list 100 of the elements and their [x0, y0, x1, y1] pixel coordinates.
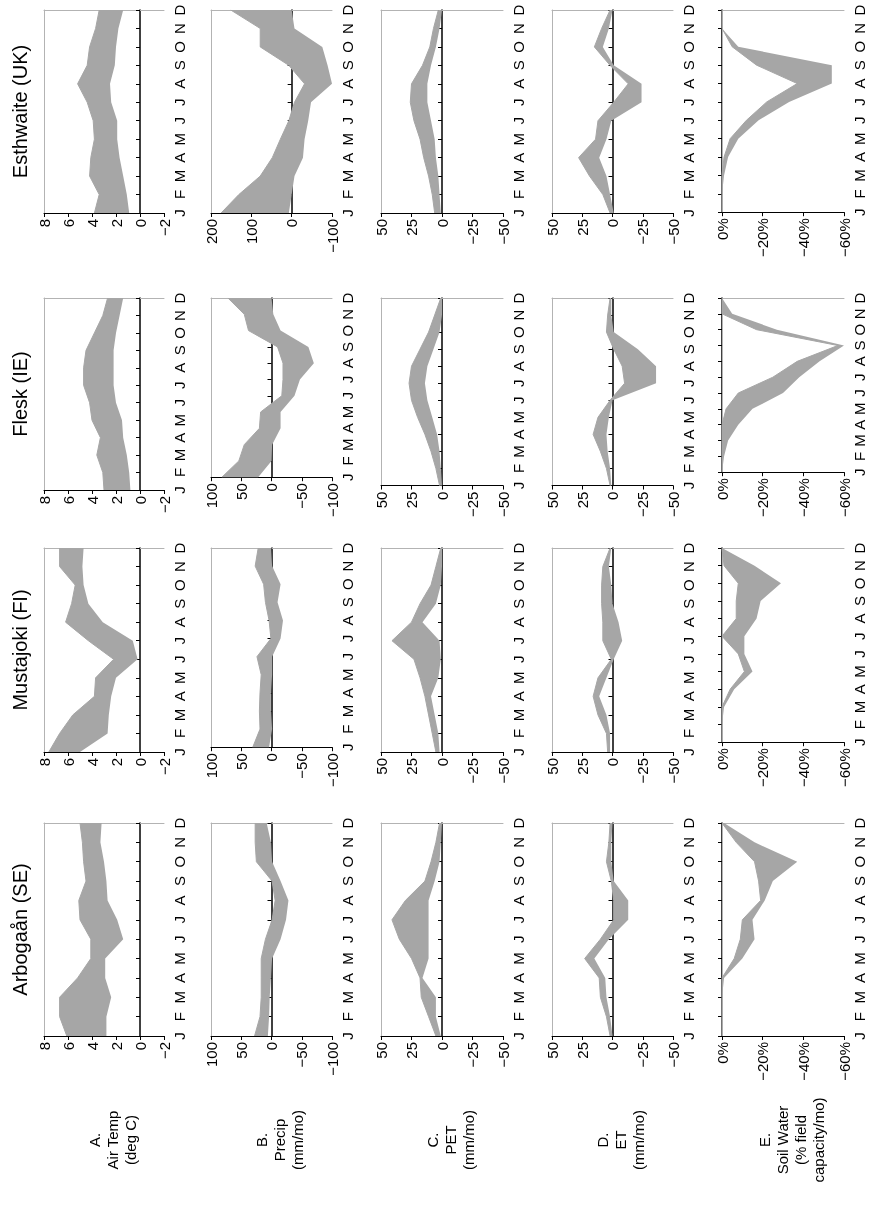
y-tick-label: N: [510, 561, 527, 572]
x-tick-label: −25: [634, 758, 652, 784]
y-tick-label: A: [851, 895, 868, 906]
x-tick-label: 8: [35, 496, 53, 505]
y-tick-label: J: [680, 748, 697, 756]
y-tick-label: D: [851, 4, 868, 16]
y-tick-label: J: [510, 748, 527, 756]
y-tick-label: D: [851, 542, 868, 554]
y-tick-label: N: [510, 836, 527, 848]
text: A. Air Temp (deg C): [85, 1110, 139, 1170]
y-tick-label: J: [680, 379, 697, 387]
y-tick-label: M: [680, 132, 697, 146]
y-tick-label: F: [171, 189, 188, 200]
x-tick-label: 8: [35, 758, 53, 767]
x-tick-label: 0: [263, 483, 280, 492]
y-tick-label: F: [851, 719, 868, 730]
y-tick-label: A: [339, 423, 356, 434]
y-tick-label: O: [680, 41, 697, 53]
y-tick-label: J: [171, 655, 188, 664]
y-tick-label: J: [510, 1032, 527, 1040]
x-tick-label: 50: [232, 483, 250, 500]
x-tick-label: −60%: [835, 1042, 853, 1081]
y-tick-label: J: [171, 1032, 188, 1040]
y-tick-label: J: [680, 935, 697, 943]
text: B. Precip (mm/mo): [253, 1110, 306, 1170]
x-tick-label: −25: [464, 758, 481, 784]
y-tick-label: N: [510, 309, 527, 321]
x-tick-label: −50: [494, 758, 512, 784]
y-tick-label: D: [510, 4, 527, 16]
y-tick-label: J: [851, 738, 868, 746]
y-tick-label: O: [171, 41, 188, 53]
x-tick-label: 0: [604, 758, 621, 767]
x-tick-label: −2: [155, 1042, 173, 1060]
y-tick-label: N: [851, 308, 868, 320]
y-tick-label: S: [680, 598, 697, 609]
y-tick-label: J: [680, 98, 697, 107]
y-tick-label: S: [339, 876, 356, 887]
y-tick-label: O: [510, 326, 527, 338]
x-tick-label: −50: [293, 483, 311, 509]
y-tick-label: J: [171, 636, 188, 645]
y-tick-label: F: [339, 1012, 356, 1022]
x-tick-label: 25: [573, 1042, 591, 1059]
y-tick-label: M: [510, 952, 527, 965]
y-tick-label: A: [851, 356, 868, 367]
y-tick-label: M: [680, 411, 697, 424]
y-tick-label: M: [171, 991, 188, 1004]
x-tick-label: 4: [83, 758, 101, 767]
y-tick-label: J: [510, 396, 527, 405]
y-tick-label: M: [171, 169, 188, 183]
x-tick-label: 0: [604, 491, 621, 500]
y-tick-label: F: [851, 451, 868, 461]
x-tick-label: 0: [283, 219, 301, 228]
x-tick-label: −50: [494, 1042, 512, 1068]
y-tick-label: A: [680, 972, 697, 983]
y-tick-label: M: [851, 991, 868, 1004]
text: D. ET (mm/mo): [594, 1110, 647, 1170]
y-tick-label: F: [510, 728, 527, 739]
y-tick-label: F: [171, 728, 188, 739]
y-tick-label: J: [680, 396, 697, 405]
y-tick-label: A: [171, 432, 188, 443]
x-tick-label: −20%: [754, 1042, 772, 1081]
y-tick-label: N: [680, 23, 697, 34]
x-tick-label: 0%: [713, 478, 731, 500]
x-tick-label: 50: [543, 758, 561, 775]
y-tick-label: A: [339, 615, 356, 626]
y-tick-label: M: [680, 991, 697, 1004]
y-tick-label: M: [171, 708, 188, 722]
x-tick-label: 25: [403, 758, 420, 775]
x-tick-label: 25: [403, 219, 420, 236]
x-tick-label: 0: [263, 753, 280, 762]
x-tick-label: −100: [323, 1042, 341, 1076]
y-tick-label: J: [339, 209, 356, 217]
y-tick-label: A: [680, 78, 697, 89]
y-tick-label: D: [510, 817, 527, 829]
text: E. Soil Water (% field capacity/mo): [755, 1097, 827, 1183]
x-tick-label: 100: [202, 1042, 220, 1068]
y-tick-label: A: [510, 617, 527, 628]
y-tick-label: S: [680, 344, 697, 355]
y-tick-label: O: [171, 327, 188, 339]
y-tick-label: J: [339, 375, 356, 384]
x-tick-label: −25: [464, 491, 481, 518]
y-tick-label: J: [510, 116, 527, 125]
x-tick-label: 8: [35, 219, 53, 228]
y-tick-label: A: [851, 78, 868, 89]
y-tick-label: A: [339, 358, 356, 369]
y-tick-label: M: [339, 668, 356, 682]
y-tick-label: J: [851, 389, 868, 397]
y-tick-label: N: [171, 836, 188, 848]
x-tick-label: 8: [35, 1042, 53, 1051]
y-tick-label: M: [510, 132, 527, 146]
y-tick-label: A: [171, 895, 188, 906]
y-tick-label: S: [339, 341, 356, 352]
y-tick-label: A: [510, 972, 527, 983]
x-tick-label: −100: [323, 219, 341, 253]
y-tick-label: J: [510, 935, 527, 943]
y-tick-label: S: [851, 876, 868, 887]
x-tick-label: 50: [543, 1042, 561, 1059]
y-tick-label: J: [339, 98, 356, 107]
y-tick-label: D: [171, 817, 188, 829]
y-tick-label: M: [851, 700, 868, 714]
